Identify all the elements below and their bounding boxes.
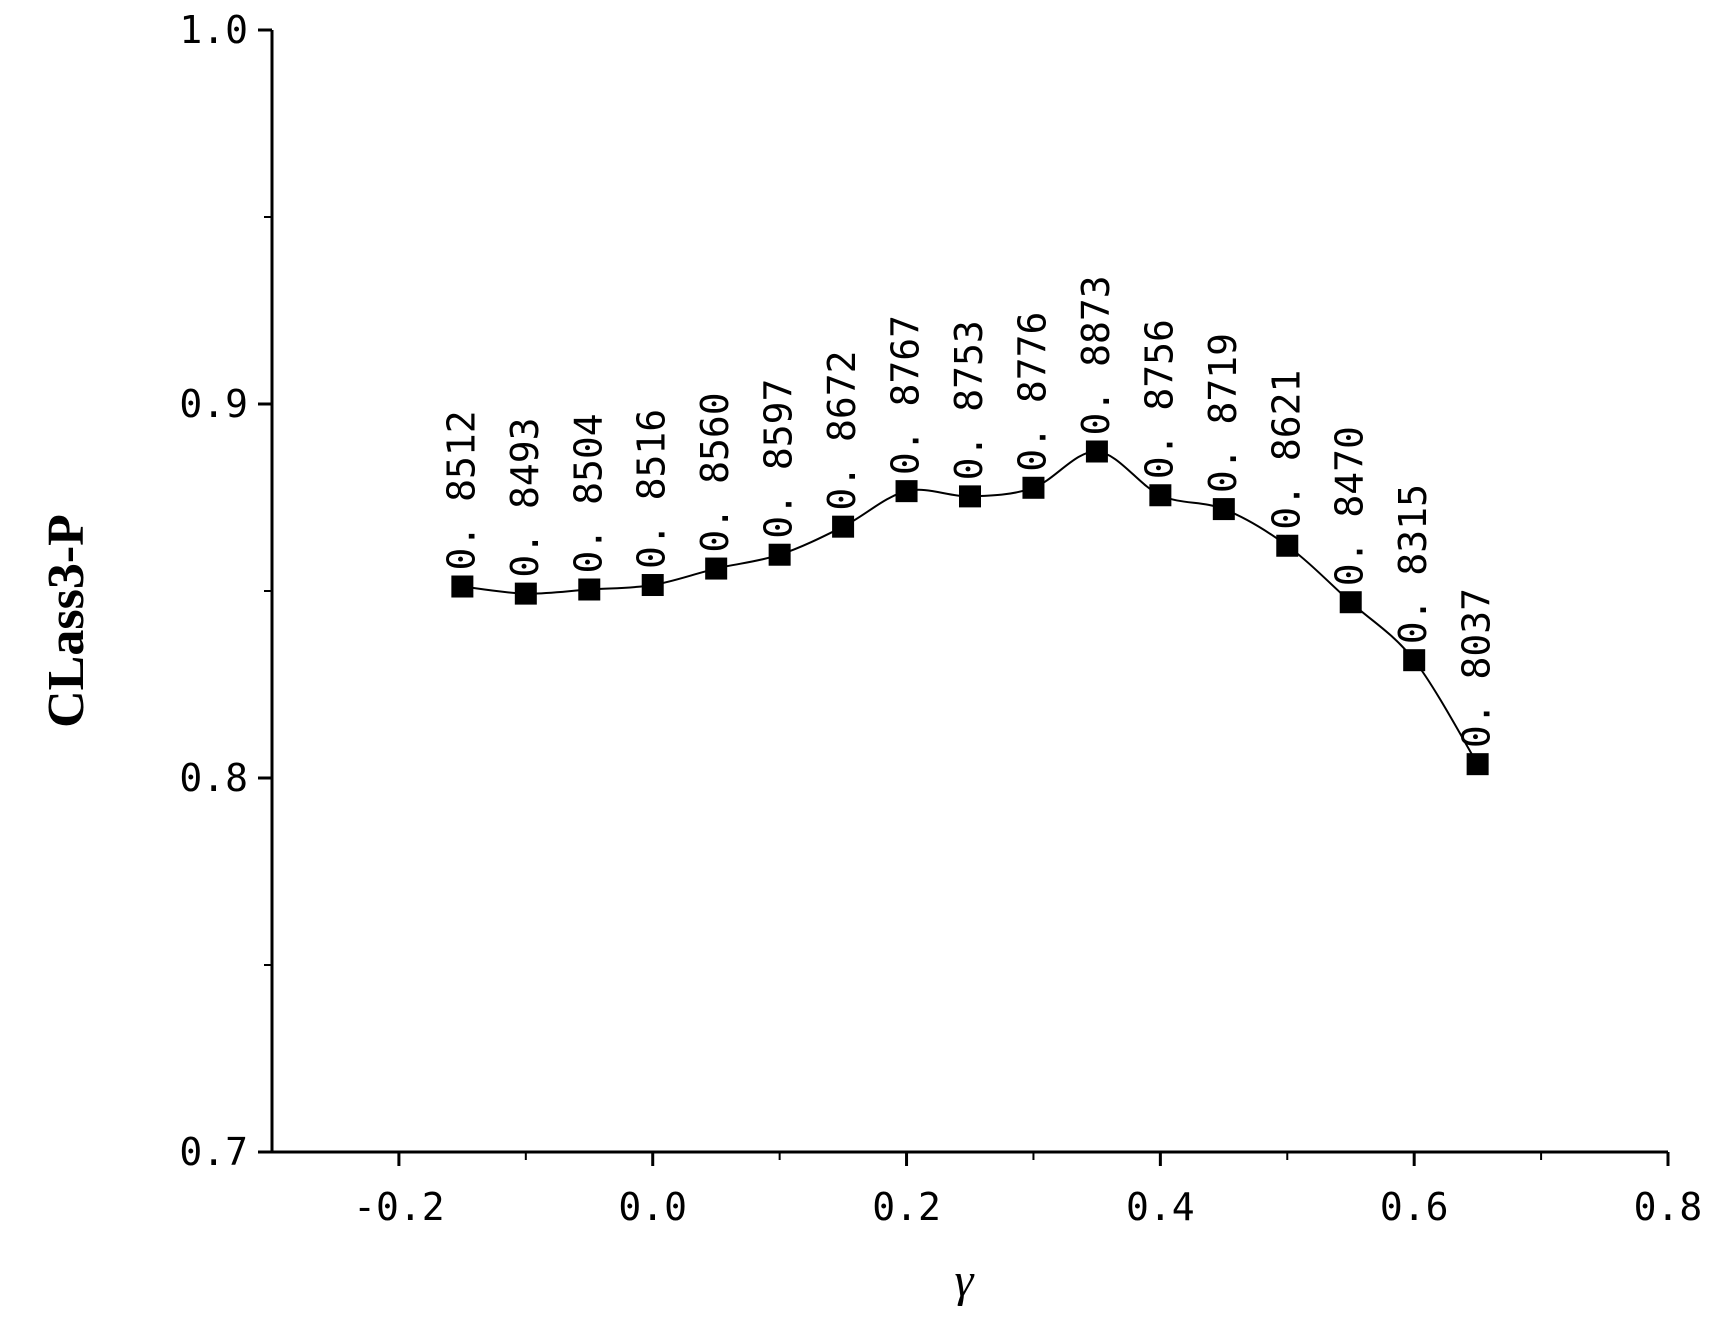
data-point [1149, 484, 1172, 507]
data-label: 0. 8621 [1264, 370, 1308, 530]
data-point [1466, 753, 1489, 776]
data-label: 0. 8756 [1137, 319, 1181, 479]
y-axis-ticks: 0.7 0.8 0.9 1.0 [179, 8, 272, 1174]
data-point [451, 575, 474, 598]
data-labels: 0. 8512 0. 8493 0. 8504 0. 8516 0. 8560 0. 85… [439, 275, 1498, 748]
data-label: 0. 8504 [566, 413, 610, 573]
data-point [1276, 534, 1299, 557]
data-label: 0. 8037 [1455, 588, 1499, 748]
x-tick-label: 0.0 [618, 1185, 687, 1229]
data-point [895, 480, 918, 503]
data-label: 0. 8873 [1074, 275, 1118, 435]
x-tick-label: 0.8 [1634, 1185, 1703, 1229]
data-label: 0. 8560 [693, 392, 737, 552]
data-point [1212, 498, 1235, 521]
data-label: 0. 8470 [1328, 426, 1372, 586]
y-tick-label: 0.9 [179, 382, 248, 426]
y-tick-label: 0.8 [179, 756, 248, 800]
data-label: 0. 8672 [820, 351, 864, 511]
data-label: 0. 8719 [1201, 333, 1245, 493]
data-point [641, 574, 664, 597]
x-tick-label: 0.6 [1380, 1185, 1449, 1229]
data-label: 0. 8753 [947, 320, 991, 480]
data-point [832, 515, 855, 538]
data-point [1339, 591, 1362, 614]
data-point [959, 485, 981, 508]
x-axis-label: γ [955, 1254, 975, 1307]
x-axis-ticks: -0.2 0.0 0.2 0.4 0.6 0.8 [353, 1152, 1702, 1229]
y-tick-label: 1.0 [179, 8, 248, 52]
data-label: 0. 8516 [630, 409, 674, 569]
data-label: 0. 8315 [1391, 484, 1435, 644]
data-point [768, 543, 791, 566]
data-point [705, 557, 728, 580]
x-tick-label: 0.2 [872, 1185, 941, 1229]
x-tick-label: 0.4 [1126, 1185, 1195, 1229]
data-point [1022, 476, 1045, 499]
data-label: 0. 8493 [503, 417, 547, 577]
data-point [578, 578, 601, 601]
y-axis-label: CLass3-P [38, 514, 95, 728]
data-markers [451, 440, 1489, 776]
x-tick-label: -0.2 [353, 1185, 445, 1229]
data-point [1085, 440, 1108, 463]
data-label: 0. 8512 [439, 410, 483, 570]
y-tick-label: 0.7 [179, 1130, 248, 1174]
data-point [1403, 649, 1426, 672]
data-label: 0. 8597 [757, 379, 801, 539]
data-point [514, 582, 537, 605]
data-label: 0. 8776 [1010, 312, 1054, 472]
data-label: 0. 8767 [884, 315, 928, 475]
